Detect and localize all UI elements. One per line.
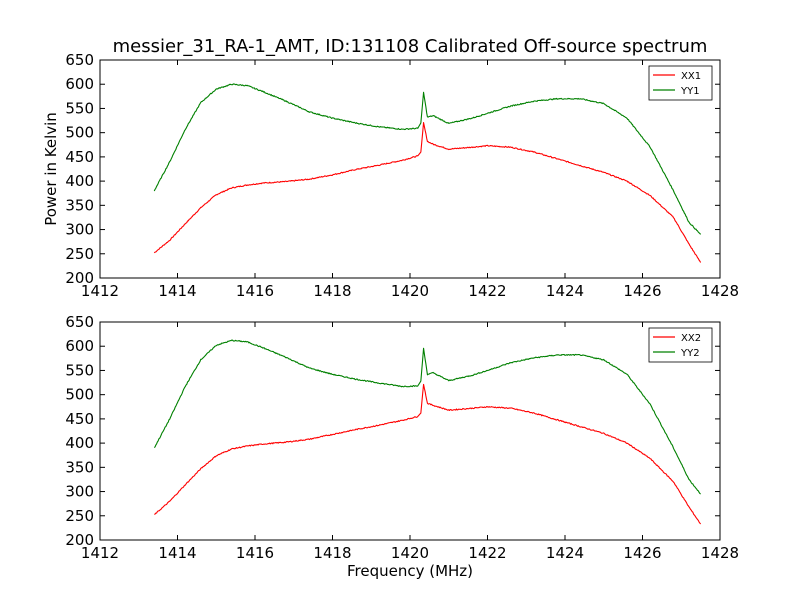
x-tick-label: 1412: [81, 544, 119, 562]
y-tick-label: 300: [65, 221, 94, 239]
y-tick-label: 600: [65, 75, 94, 93]
x-tick-label: 1416: [236, 544, 274, 562]
plots-container: 1412 1414 1416 1418 1420 1422 1424 1426 1428 200 2…: [42, 51, 739, 580]
x-tick-label: 1418: [313, 282, 351, 300]
legend-box: [648, 327, 713, 363]
y-tick-label: 650: [65, 51, 94, 69]
x-tick-label: 1422: [468, 544, 506, 562]
x-tick-label: 1426: [623, 544, 661, 562]
x-tick-label: 1414: [158, 282, 196, 300]
x-tick-label: 1428: [701, 544, 739, 562]
y-axis-label: Power in Kelvin: [42, 112, 60, 226]
x-tick-label: 1420: [391, 282, 429, 300]
series-line-xx2: [154, 383, 702, 525]
y-tick-label: 350: [65, 458, 94, 476]
y-tick-label: 500: [65, 386, 94, 404]
legend-label-yy2: YY2: [680, 348, 700, 359]
y-tick-label: 500: [65, 124, 94, 142]
y-tick-label: 400: [65, 434, 94, 452]
y-tick-label: 650: [65, 313, 94, 331]
figure-title: messier_31_RA-1_AMT, ID:131108 Calibrate…: [113, 36, 708, 57]
y-tick-label: 250: [65, 245, 94, 263]
x-tick-label: 1418: [313, 544, 351, 562]
x-tick-label: 1422: [468, 282, 506, 300]
y-tick-label: 550: [65, 361, 94, 379]
series-line-xx1: [153, 122, 702, 263]
x-tick-label: 1424: [546, 282, 584, 300]
legend-label-yy1: YY1: [680, 86, 700, 97]
x-tick-label: 1414: [158, 544, 196, 562]
y-tick-label: 200: [65, 531, 94, 549]
x-axis-label: Frequency (MHz): [347, 562, 473, 580]
subplot-1: 1412 1414 1416 1418 1420 1422 1424 1426 1428 200 2…: [42, 51, 739, 300]
y-tick-label: 450: [65, 410, 94, 428]
x-tick-label: 1426: [623, 282, 661, 300]
subplot-2: 1412 1414 1416 1418 1420 1422 1424 1426 1428 200 2…: [65, 313, 739, 580]
y-tick-label: 250: [65, 507, 94, 525]
x-tick-label: 1420: [391, 544, 429, 562]
legend-box: [648, 65, 713, 101]
series-line-yy2: [153, 339, 701, 495]
legend-label-xx2: XX2: [681, 333, 701, 344]
x-tick-label: 1416: [236, 282, 274, 300]
y-tick-label: 450: [65, 148, 94, 166]
x-tick-label: 1424: [546, 544, 584, 562]
x-tick-label: 1412: [81, 282, 119, 300]
y-tick-label: 400: [65, 172, 94, 190]
y-tick-label: 600: [65, 337, 94, 355]
y-tick-label: 300: [65, 483, 94, 501]
y-tick-label: 550: [65, 99, 94, 117]
x-tick-label: 1428: [701, 282, 739, 300]
y-tick-label: 200: [65, 269, 94, 287]
series-line-yy1: [153, 83, 702, 235]
legend-label-xx1: XX1: [681, 71, 701, 82]
y-tick-label: 350: [65, 196, 94, 214]
